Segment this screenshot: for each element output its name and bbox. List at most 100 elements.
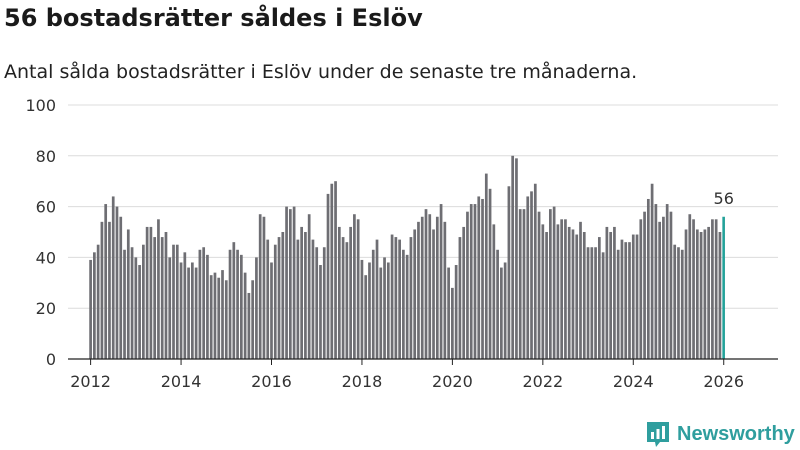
bar — [383, 257, 386, 359]
annotations: 56 — [714, 189, 734, 208]
bar — [684, 229, 688, 359]
bar — [537, 211, 541, 359]
bar — [228, 249, 232, 359]
bar — [375, 239, 379, 359]
bar — [236, 249, 239, 359]
bar — [172, 244, 175, 359]
bar — [420, 216, 424, 359]
bar — [646, 198, 650, 359]
bar — [707, 226, 710, 359]
bar — [311, 239, 315, 359]
bar — [575, 234, 579, 359]
bar — [145, 226, 149, 359]
bar — [582, 232, 586, 359]
chart-title: 56 bostadsrätter såldes i Eslöv — [4, 4, 423, 32]
bar — [175, 244, 179, 359]
bar — [669, 211, 673, 359]
newsworthy-logo-icon — [647, 422, 669, 447]
bar — [699, 232, 703, 359]
bar — [643, 211, 646, 359]
bar — [251, 280, 255, 359]
bar — [126, 229, 130, 359]
bar — [428, 214, 432, 359]
bar — [533, 183, 537, 359]
bar — [288, 209, 292, 359]
bar — [650, 183, 654, 359]
bar — [435, 216, 439, 359]
bar — [673, 244, 677, 359]
bar — [662, 216, 665, 359]
bar — [718, 232, 722, 359]
bar — [417, 221, 420, 359]
bar — [469, 204, 473, 359]
x-tick-label: 2016 — [251, 372, 292, 391]
bar — [142, 244, 145, 359]
y-tick-label: 80 — [36, 147, 56, 166]
bar — [503, 262, 507, 359]
bar — [631, 234, 635, 359]
bar — [371, 249, 375, 359]
bar — [432, 229, 435, 359]
bar — [477, 196, 481, 359]
bar — [206, 254, 209, 359]
bar — [353, 214, 356, 359]
bar — [258, 214, 262, 359]
bar — [341, 237, 345, 359]
y-tick-label: 20 — [36, 299, 56, 318]
bar — [413, 229, 417, 359]
bar — [628, 242, 631, 359]
bar — [522, 209, 526, 359]
bar — [89, 259, 92, 359]
bar — [202, 247, 206, 359]
x-tick-label: 2014 — [161, 372, 202, 391]
bar — [443, 221, 447, 359]
bar — [247, 292, 251, 359]
bar — [451, 287, 454, 359]
bar — [545, 232, 548, 359]
y-axis-ticks: 0 20 40 60 80 100 — [25, 96, 56, 369]
bar — [255, 257, 258, 359]
bar — [390, 234, 394, 359]
bar — [402, 249, 405, 359]
bar — [639, 219, 643, 359]
x-tick-label: 2020 — [432, 372, 473, 391]
bar — [213, 272, 217, 359]
bar — [319, 265, 322, 359]
bar — [616, 249, 620, 359]
bar — [571, 229, 575, 359]
bar — [273, 244, 277, 359]
bar — [168, 257, 172, 359]
bar — [601, 252, 605, 359]
bar — [138, 265, 141, 359]
bar — [398, 239, 401, 359]
bar — [179, 262, 183, 359]
latest-value-label: 56 — [714, 189, 734, 208]
bar — [304, 232, 307, 359]
bar — [481, 198, 484, 359]
bar — [93, 252, 96, 359]
bar — [345, 242, 349, 359]
bar — [677, 247, 680, 359]
bar — [586, 247, 590, 359]
bar — [635, 234, 639, 359]
bar — [111, 196, 115, 359]
bar — [349, 226, 352, 359]
y-tick-label: 0 — [46, 350, 56, 369]
bar — [243, 272, 247, 359]
x-tick-label: 2012 — [70, 372, 111, 391]
bar — [187, 267, 190, 359]
chart-subtitle: Antal sålda bostadsrätter i Eslöv under … — [4, 61, 638, 83]
bar — [149, 226, 153, 359]
bar — [488, 188, 492, 359]
bar — [191, 262, 194, 359]
bar — [262, 216, 266, 359]
brand-name: Newsworthy — [677, 422, 795, 445]
bar — [549, 209, 552, 359]
bar — [115, 206, 119, 359]
y-tick-label: 100 — [25, 96, 56, 115]
bar — [239, 254, 243, 359]
bar — [688, 214, 692, 359]
bar — [337, 226, 341, 359]
y-tick-label: 40 — [36, 248, 56, 267]
